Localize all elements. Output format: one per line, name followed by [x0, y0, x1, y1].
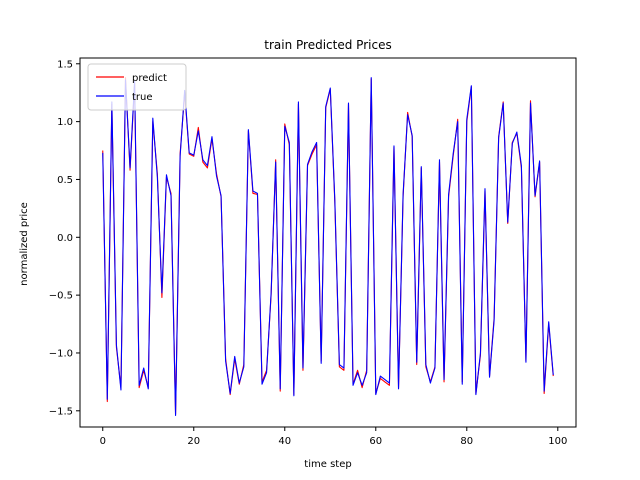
x-tick-label: 100 [548, 436, 567, 447]
legend: predict true [87, 63, 187, 111]
y-tick-label: 0.0 [57, 233, 73, 244]
y-tick-label: −1.0 [49, 348, 73, 359]
legend-label-true: true [132, 92, 153, 103]
x-tick-label: 80 [460, 436, 473, 447]
x-tick-label: 0 [100, 436, 106, 447]
x-tick-label: 60 [369, 436, 382, 447]
y-tick-label: −0.5 [49, 291, 73, 302]
y-axis-ticks: −1.5 −1.0 −0.5 0.0 0.5 1.0 1.5 [49, 59, 80, 417]
y-tick-label: 1.0 [57, 117, 73, 128]
x-tick-label: 40 [278, 436, 291, 447]
legend-box [87, 63, 187, 111]
plot-frame [79, 57, 577, 428]
y-tick-label: −1.5 [49, 406, 73, 417]
x-axis-ticks: 0 20 40 60 80 100 [100, 427, 567, 447]
y-tick-label: 1.5 [57, 59, 73, 70]
y-tick-label: 0.5 [57, 175, 73, 186]
y-axis-label: normalized price [19, 202, 30, 286]
chart-title: train Predicted Prices [264, 38, 391, 52]
x-axis-label: time step [304, 459, 351, 470]
series-line-true [102, 77, 554, 416]
x-tick-label: 20 [187, 436, 200, 447]
plot-lines [102, 77, 554, 416]
legend-label-predict: predict [132, 73, 167, 84]
